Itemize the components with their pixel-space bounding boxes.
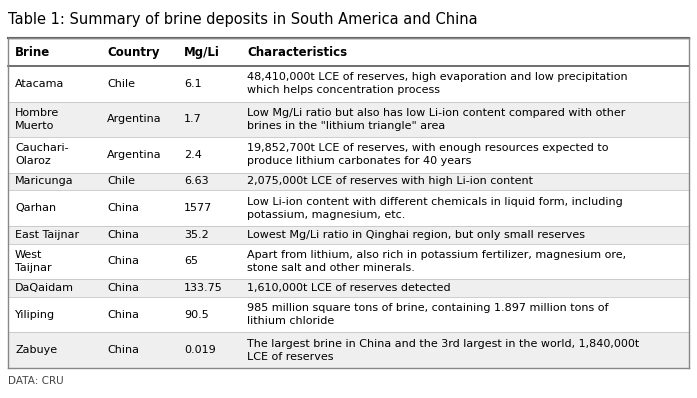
- Bar: [8, 38, 689, 66]
- Bar: [8, 173, 689, 190]
- Bar: [8, 137, 689, 173]
- Text: 1,610,000t LCE of reserves detected: 1,610,000t LCE of reserves detected: [247, 283, 451, 293]
- Text: Brine: Brine: [15, 45, 50, 59]
- Text: 133.75: 133.75: [184, 283, 222, 293]
- Text: 35.2: 35.2: [184, 230, 208, 240]
- Text: China: China: [107, 256, 139, 266]
- Text: Atacama: Atacama: [15, 79, 64, 89]
- Text: 65: 65: [184, 256, 198, 266]
- Text: Low Mg/Li ratio but also has low Li-ion content compared with other
brines in th: Low Mg/Li ratio but also has low Li-ion …: [247, 108, 626, 131]
- Text: China: China: [107, 345, 139, 355]
- Text: Apart from lithium, also rich in potassium fertilizer, magnesium ore,
stone salt: Apart from lithium, also rich in potassi…: [247, 250, 627, 273]
- Text: China: China: [107, 230, 139, 240]
- Text: 1577: 1577: [184, 203, 212, 213]
- Text: China: China: [107, 283, 139, 293]
- Bar: [8, 244, 689, 279]
- Text: Zabuye: Zabuye: [15, 345, 57, 355]
- Text: 90.5: 90.5: [184, 310, 208, 320]
- Text: Argentina: Argentina: [107, 114, 162, 124]
- Text: Chile: Chile: [107, 79, 135, 89]
- Text: Lowest Mg/Li ratio in Qinghai region, but only small reserves: Lowest Mg/Li ratio in Qinghai region, bu…: [247, 230, 585, 240]
- Text: 6.1: 6.1: [184, 79, 201, 89]
- Text: Low Li-ion content with different chemicals in liquid form, including
potassium,: Low Li-ion content with different chemic…: [247, 197, 623, 220]
- Text: China: China: [107, 310, 139, 320]
- Text: China: China: [107, 203, 139, 213]
- Text: Argentina: Argentina: [107, 150, 162, 160]
- Text: Cauchari-
Olaroz: Cauchari- Olaroz: [15, 143, 68, 166]
- Text: Country: Country: [107, 45, 160, 59]
- Text: Chile: Chile: [107, 176, 135, 187]
- Text: Characteristics: Characteristics: [247, 45, 347, 59]
- Text: 48,410,000t LCE of reserves, high evaporation and low precipitation
which helps : 48,410,000t LCE of reserves, high evapor…: [247, 72, 628, 95]
- Bar: [8, 226, 689, 244]
- Bar: [8, 279, 689, 297]
- Text: 1.7: 1.7: [184, 114, 201, 124]
- Text: Table 1: Summary of brine deposits in South America and China: Table 1: Summary of brine deposits in So…: [8, 12, 477, 27]
- Bar: [8, 101, 689, 137]
- Text: 985 million square tons of brine, containing 1.897 million tons of
lithium chlor: 985 million square tons of brine, contai…: [247, 303, 608, 326]
- Bar: [8, 297, 689, 332]
- Text: 0.019: 0.019: [184, 345, 215, 355]
- Text: DATA: CRU: DATA: CRU: [8, 376, 63, 386]
- Text: 19,852,700t LCE of reserves, with enough resources expected to
produce lithium c: 19,852,700t LCE of reserves, with enough…: [247, 143, 608, 166]
- Bar: [8, 332, 689, 368]
- Bar: [8, 190, 689, 226]
- Text: 2.4: 2.4: [184, 150, 201, 160]
- Text: Maricunga: Maricunga: [15, 176, 74, 187]
- Bar: [8, 66, 689, 101]
- Text: Qarhan: Qarhan: [15, 203, 56, 213]
- Text: Hombre
Muerto: Hombre Muerto: [15, 108, 59, 131]
- Text: 2,075,000t LCE of reserves with high Li-ion content: 2,075,000t LCE of reserves with high Li-…: [247, 176, 533, 187]
- Text: Mg/Li: Mg/Li: [184, 45, 220, 59]
- Text: West
Taijnar: West Taijnar: [15, 250, 52, 273]
- Text: 6.63: 6.63: [184, 176, 208, 187]
- Text: The largest brine in China and the 3rd largest in the world, 1,840,000t
LCE of r: The largest brine in China and the 3rd l…: [247, 339, 639, 362]
- Text: DaQaidam: DaQaidam: [15, 283, 74, 293]
- Text: East Taijnar: East Taijnar: [15, 230, 79, 240]
- Text: Yiliping: Yiliping: [15, 310, 55, 320]
